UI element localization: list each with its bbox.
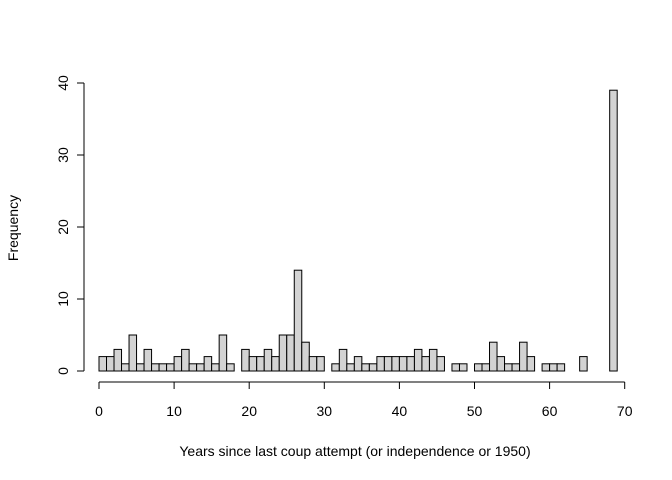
histogram-bar [271, 356, 280, 372]
histogram-bar [278, 334, 288, 372]
histogram-bar [136, 363, 145, 372]
histogram-bar [436, 356, 445, 372]
histogram-bar [121, 363, 130, 372]
histogram-bar [398, 356, 408, 372]
histogram-bar [383, 356, 393, 372]
histogram-bar [166, 363, 175, 372]
histogram-bar [263, 348, 273, 372]
x-tick-label: 30 [317, 403, 333, 419]
x-tick-label: 60 [542, 403, 558, 419]
histogram-bar [353, 356, 363, 372]
histogram-bar [579, 356, 588, 372]
x-tick-label: 20 [241, 403, 257, 419]
histogram-bar [421, 356, 430, 372]
histogram-bar [556, 363, 566, 372]
y-tick-label: 0 [55, 367, 71, 375]
x-tick-label: 0 [95, 403, 103, 419]
histogram-bar [301, 341, 310, 372]
histogram-bar [196, 363, 205, 372]
histogram-bar [549, 363, 558, 372]
histogram-bar [541, 363, 551, 372]
histogram-bar [458, 363, 468, 372]
histogram-bar [218, 334, 228, 372]
histogram-bar [286, 334, 295, 372]
histogram-bar [361, 363, 370, 372]
y-tick-label: 40 [55, 75, 71, 91]
histogram-bar [308, 356, 318, 372]
histogram-bar [188, 363, 198, 372]
histogram-bar [428, 348, 438, 372]
histogram-bar [338, 348, 348, 372]
histogram-bar [368, 363, 378, 372]
histogram-bar [406, 356, 415, 372]
histogram-bar [158, 363, 168, 372]
histogram-bar [526, 356, 536, 372]
histogram-bar [151, 363, 160, 372]
histogram-bar [346, 363, 355, 372]
histogram-bar [391, 356, 400, 372]
histogram-bar [293, 269, 303, 372]
histogram-bar [519, 341, 528, 372]
y-tick-label: 30 [55, 147, 71, 163]
histogram-bar [511, 363, 521, 372]
histogram-bar [226, 363, 235, 372]
histogram-bar [496, 356, 506, 372]
histogram-bar [143, 348, 153, 372]
histogram-bar [481, 363, 491, 372]
histogram-bar [256, 356, 265, 372]
x-tick-label: 10 [166, 403, 182, 419]
histogram-bar [609, 89, 618, 372]
histogram-bar [113, 348, 123, 372]
histogram-bar [203, 356, 213, 372]
x-tick-label: 70 [617, 403, 633, 419]
histogram-bar [331, 363, 340, 372]
histogram-bar [504, 363, 513, 372]
histogram-bar [106, 356, 115, 372]
histogram-bar [181, 348, 190, 372]
x-axis-label: Years since last coup attempt (or indepe… [179, 443, 530, 459]
x-tick-label: 50 [467, 403, 483, 419]
y-axis-label: Frequency [5, 195, 21, 261]
histogram-bar [413, 348, 423, 372]
histogram-bar [173, 356, 183, 372]
x-tick-label: 40 [392, 403, 408, 419]
histogram-bars [98, 89, 618, 372]
x-axis: 0 10 20 30 40 50 60 70 [95, 381, 633, 419]
histogram-bar [489, 341, 498, 372]
histogram-bar [474, 363, 483, 372]
histogram-bar [451, 363, 460, 372]
histogram-bar [376, 356, 385, 372]
histogram-bar [211, 363, 220, 372]
histogram-bar [241, 348, 250, 372]
histogram-bar [128, 334, 138, 372]
histogram-bar [98, 356, 108, 372]
y-tick-label: 20 [55, 219, 71, 235]
histogram-bar [316, 356, 325, 372]
y-axis: 0 10 20 30 40 [55, 75, 85, 375]
y-tick-label: 10 [55, 291, 71, 307]
histogram-bar [248, 356, 258, 372]
